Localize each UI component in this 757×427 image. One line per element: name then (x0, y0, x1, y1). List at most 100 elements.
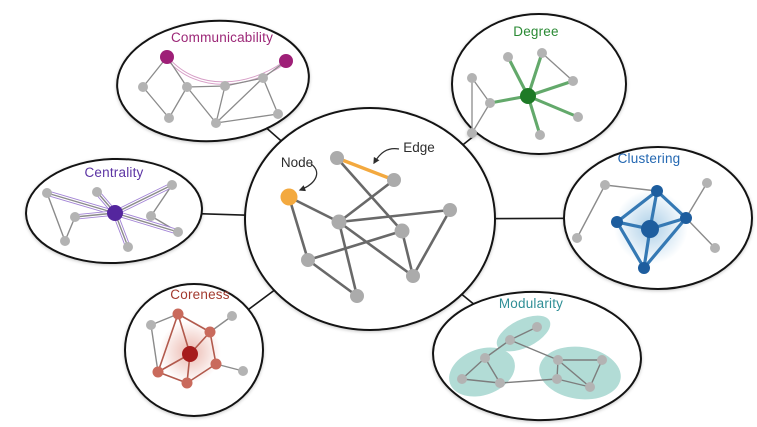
communicability-node (220, 81, 230, 91)
clustering-edge (685, 182, 708, 219)
coreness-node (238, 366, 248, 376)
communicability-edge (168, 86, 188, 119)
clustering-node (641, 220, 659, 238)
modularity-edge (499, 378, 558, 384)
modularity-edge (484, 339, 511, 359)
communicability-edge (224, 77, 264, 87)
main-edge (306, 229, 404, 262)
main-node (330, 151, 344, 165)
degree-edge (471, 102, 491, 134)
modularity-node (553, 355, 563, 365)
main-edge (287, 195, 341, 224)
main-edge (337, 178, 396, 224)
clustering-node (572, 233, 582, 243)
main-edge (306, 258, 359, 298)
centrality-node (167, 180, 177, 190)
clustering-edge (685, 217, 716, 249)
communicability-edge (186, 86, 217, 124)
communicability-node (273, 109, 283, 119)
main-edge (400, 229, 415, 278)
centrality-node (42, 188, 52, 198)
main-node (350, 289, 364, 303)
clustering-edge (615, 189, 659, 224)
coreness-group: Coreness (124, 283, 264, 417)
coreness-edge (150, 324, 159, 373)
centrality-node (60, 236, 70, 246)
edge-label-arrow (373, 147, 400, 165)
modularity-edge (461, 378, 501, 384)
modularity-edge (557, 359, 591, 388)
main-node (280, 188, 298, 206)
node-label-arrow (298, 163, 318, 192)
centrality-edge (114, 212, 179, 233)
clustering-node (600, 180, 610, 190)
communicability-edge (186, 85, 226, 88)
clustering-edge (615, 220, 646, 270)
main-edge (337, 208, 452, 224)
clustering-edge (604, 184, 658, 192)
modularity-node (495, 378, 505, 388)
degree-node (467, 73, 477, 83)
clustering-edge (655, 189, 688, 220)
main-group: Node Edge (244, 107, 496, 331)
centrality-edge (150, 184, 173, 217)
main-edge (411, 208, 452, 278)
degree-node (535, 130, 545, 140)
centrality-node (70, 212, 80, 222)
clustering-node (710, 243, 720, 253)
modularity-node (457, 374, 467, 384)
modularity-title: Modularity (499, 296, 563, 311)
main-node (406, 269, 420, 283)
degree-edge (526, 94, 580, 119)
main-node (331, 214, 347, 230)
communicability-node (164, 113, 174, 123)
clustering-edge (576, 184, 606, 239)
modularity-edge (556, 378, 591, 388)
centrality-node (173, 227, 183, 237)
centrality-node (123, 242, 133, 252)
modularity-node (532, 322, 542, 332)
coreness-node (181, 377, 193, 389)
centrality-node (92, 187, 102, 197)
modularity-node (597, 355, 607, 365)
communicability-edge (215, 77, 264, 124)
modularity-group: Modularity (432, 290, 642, 422)
centrality-title: Centrality (84, 165, 143, 180)
coreness-node (204, 326, 216, 338)
clustering-node (702, 178, 712, 188)
coreness-node (227, 311, 237, 321)
coreness-node (146, 320, 156, 330)
clustering-group: Clustering (563, 146, 753, 290)
coreness-edge (157, 313, 179, 373)
main-edge (337, 220, 359, 298)
degree-node (485, 98, 495, 108)
communicability-node (160, 50, 174, 64)
coreness-edge (186, 363, 217, 384)
coreness-node (182, 346, 198, 362)
communicability-edge (215, 85, 226, 124)
degree-node (573, 112, 583, 122)
centrality-edge (46, 192, 116, 214)
clustering-title: Clustering (618, 151, 681, 166)
modularity-edge (509, 339, 559, 361)
clustering-node (638, 262, 650, 274)
communicability-edge (142, 86, 170, 119)
clustering-edge (642, 216, 688, 270)
main-node (301, 253, 315, 267)
communicability-edge (262, 77, 279, 115)
coreness-title: Coreness (170, 287, 229, 302)
modularity-node (505, 335, 515, 345)
degree-node (503, 52, 513, 62)
main-edge (335, 156, 404, 233)
degree-edge (541, 52, 574, 82)
degree-title: Degree (513, 24, 558, 39)
degree-node (568, 76, 578, 86)
main-node (387, 173, 401, 187)
degree-node (537, 48, 547, 58)
communicability-node (182, 82, 192, 92)
main-edge (337, 220, 415, 278)
coreness-edge (177, 313, 211, 333)
communicability-group: Communicability (116, 19, 310, 143)
